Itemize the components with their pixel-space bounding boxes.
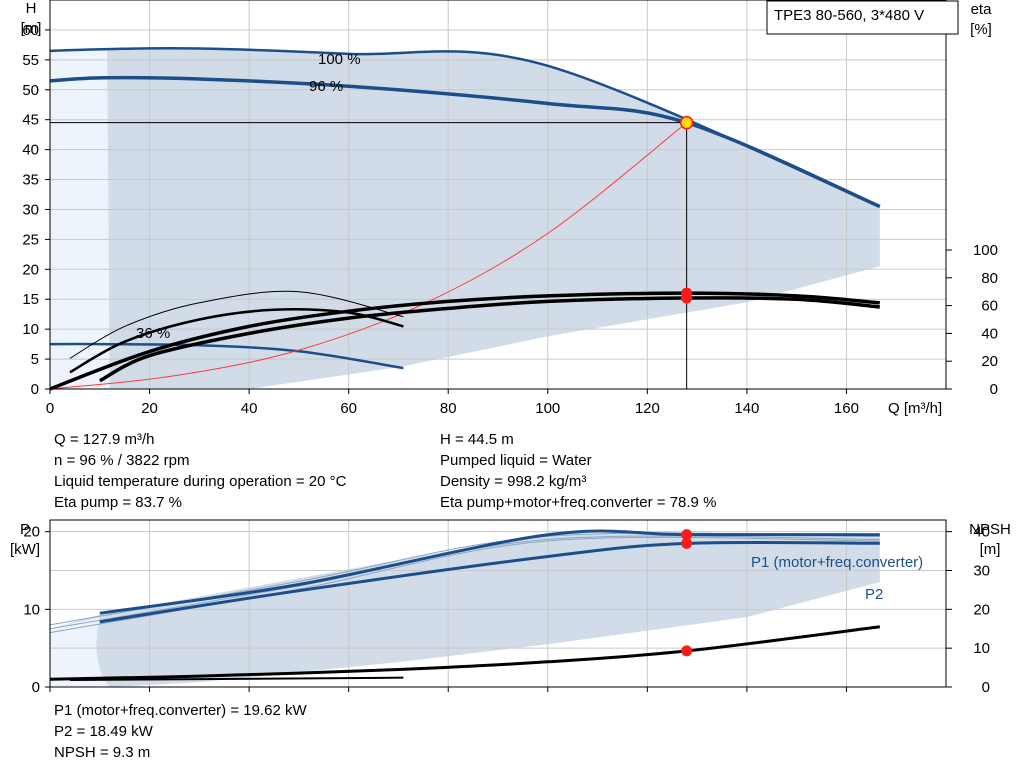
- eta-tick-label: 60: [981, 298, 998, 315]
- h-tick-label: 25: [22, 231, 39, 248]
- p-axis-unit: [kW]: [10, 541, 40, 558]
- h-tick-label: 0: [31, 381, 39, 398]
- power-npsh-chart: 0 10 20 0 10 20 30 40 P [kW] NPSH [m] P1 (motor…: [10, 519, 1011, 696]
- qh-series-eta-6: [69, 308, 404, 374]
- operating-envelope: [50, 48, 880, 389]
- result-flow: Q = 127.9 m³/h: [54, 431, 155, 448]
- curve-label-36: 36 %: [136, 325, 170, 342]
- curve-label-100: 100 %: [318, 51, 361, 68]
- q-axis-title: Q [m³/h]: [888, 400, 942, 417]
- p-tick-label: 10: [23, 601, 40, 618]
- curve-label-p2: P2: [865, 586, 883, 603]
- eta-tick-label: 100: [973, 242, 998, 259]
- power-axis-ticks: 0 10 20 0 10 20 30 40: [23, 524, 990, 696]
- q-tick-label: 60: [340, 400, 357, 417]
- duty-point-marker: [679, 115, 694, 130]
- h-axis-title: H: [26, 0, 37, 17]
- result-head: H = 44.5 m: [440, 431, 514, 448]
- title-box: TPE3 80-560, 3*480 V: [766, 0, 959, 35]
- qh-curves: [49, 46, 881, 391]
- h-tick-label: 45: [22, 112, 39, 129]
- p-axis-title: P: [20, 521, 30, 538]
- p1-marker: [681, 529, 693, 541]
- qh-series-head-1: [49, 75, 881, 209]
- h-tick-label: 15: [22, 291, 39, 308]
- qh-series-head-0: [49, 46, 881, 208]
- result-speed: n = 96 % / 3822 rpm: [54, 452, 190, 469]
- qh-plot-frame: [49, 0, 947, 390]
- result-npsh: NPSH = 9.3 m: [54, 744, 151, 761]
- qh-series-eta-4: [49, 291, 880, 391]
- power-series-power-1: [99, 540, 880, 624]
- power-series-power-0: [99, 529, 880, 615]
- q-tick-label: 120: [635, 400, 660, 417]
- q-tick-label: 20: [141, 400, 158, 417]
- results-top-left: Q = 127.9 m³/h n = 96 % / 3822 rpm Liqui…: [54, 429, 346, 513]
- q-tick-label: 0: [46, 400, 54, 417]
- power-curves: [49, 529, 880, 682]
- npsh-axis-unit: [m]: [980, 541, 1001, 558]
- eta-total-marker: [681, 292, 693, 304]
- h-tick-label: 20: [22, 261, 39, 278]
- result-eta-pump: Eta pump = 83.7 %: [54, 494, 182, 511]
- npsh-tick-label: 0: [982, 679, 990, 696]
- qh-series-eta-7: [69, 290, 404, 359]
- h-axis-unit: [m]: [21, 20, 42, 37]
- result-liquid-temperature: Liquid temperature during operation = 20…: [54, 473, 347, 490]
- npsh-marker: [681, 645, 693, 657]
- qh-series-system-3: [49, 122, 688, 390]
- h-tick-label: 30: [22, 201, 39, 218]
- power-plot-frame: [49, 519, 947, 688]
- h-tick-label: 5: [31, 351, 39, 368]
- p2-marker: [681, 537, 693, 549]
- p-tick-label: 20: [23, 524, 40, 541]
- eta-tick-label: 0: [990, 381, 998, 398]
- result-eta-total: Eta pump+motor+freq.converter = 78.9 %: [440, 494, 717, 511]
- h-tick-label: 50: [22, 82, 39, 99]
- p-tick-label: 0: [32, 679, 40, 696]
- q-tick-label: 40: [241, 400, 258, 417]
- eta-tick-label: 80: [981, 270, 998, 287]
- result-density: Density = 998.2 kg/m³: [440, 473, 587, 490]
- q-tick-label: 100: [535, 400, 560, 417]
- npsh-tick-label: 30: [973, 562, 990, 579]
- result-pumped-liquid: Pumped liquid = Water: [440, 452, 592, 469]
- h-tick-label: 55: [22, 52, 39, 69]
- results-top-right: H = 44.5 m Pumped liquid = Water Density…: [440, 429, 716, 513]
- q-tick-label: 80: [440, 400, 457, 417]
- qh-eta-chart: 0 20 40 60 80 100 120 140 160 0 5 10 15 20 25 30 35 40 45 5…: [21, 0, 998, 417]
- h-tick-label: 10: [22, 321, 39, 338]
- q-tick-label: 160: [834, 400, 859, 417]
- qh-series-head-2: [49, 342, 404, 370]
- qh-series-eta-5: [98, 296, 880, 383]
- eta-axis-title: eta: [971, 1, 993, 18]
- npsh-low-speed-line: [69, 676, 404, 682]
- result-p1: P1 (motor+freq.converter) = 19.62 kW: [54, 702, 307, 719]
- h-tick-label: 40: [22, 142, 39, 159]
- results-bottom: P1 (motor+freq.converter) = 19.62 kW P2 …: [54, 700, 307, 763]
- power-envelope-light-region: [50, 617, 110, 687]
- q-tick-label: 140: [734, 400, 759, 417]
- h-tick-label: 35: [22, 172, 39, 189]
- title-box-frame: [766, 0, 959, 35]
- eta-axis-unit: [%]: [970, 21, 992, 38]
- curve-label-p1: P1 (motor+freq.converter): [751, 554, 923, 571]
- curve-label-96: 96 %: [309, 78, 343, 95]
- qh-axis-ticks: 0 20 40 60 80 100 120 140 160 0 5 10 15 20 25 30 35 40 45 5…: [22, 22, 998, 417]
- npsh-tick-label: 40: [973, 524, 990, 541]
- result-p2: P2 = 18.49 kW: [54, 723, 153, 740]
- qh-gridlines: [49, 0, 946, 389]
- power-series-npsh-2: [49, 625, 880, 681]
- eta-tick-label: 20: [981, 353, 998, 370]
- npsh-axis-title: NPSH: [969, 521, 1011, 538]
- npsh-tick-label: 20: [973, 601, 990, 618]
- h-tick-label: 60: [22, 22, 39, 39]
- npsh-tick-label: 10: [973, 640, 990, 657]
- title-box-text: TPE3 80-560, 3*480 V: [774, 7, 924, 24]
- eta-tick-label: 40: [981, 325, 998, 342]
- power-gridlines: [49, 520, 946, 687]
